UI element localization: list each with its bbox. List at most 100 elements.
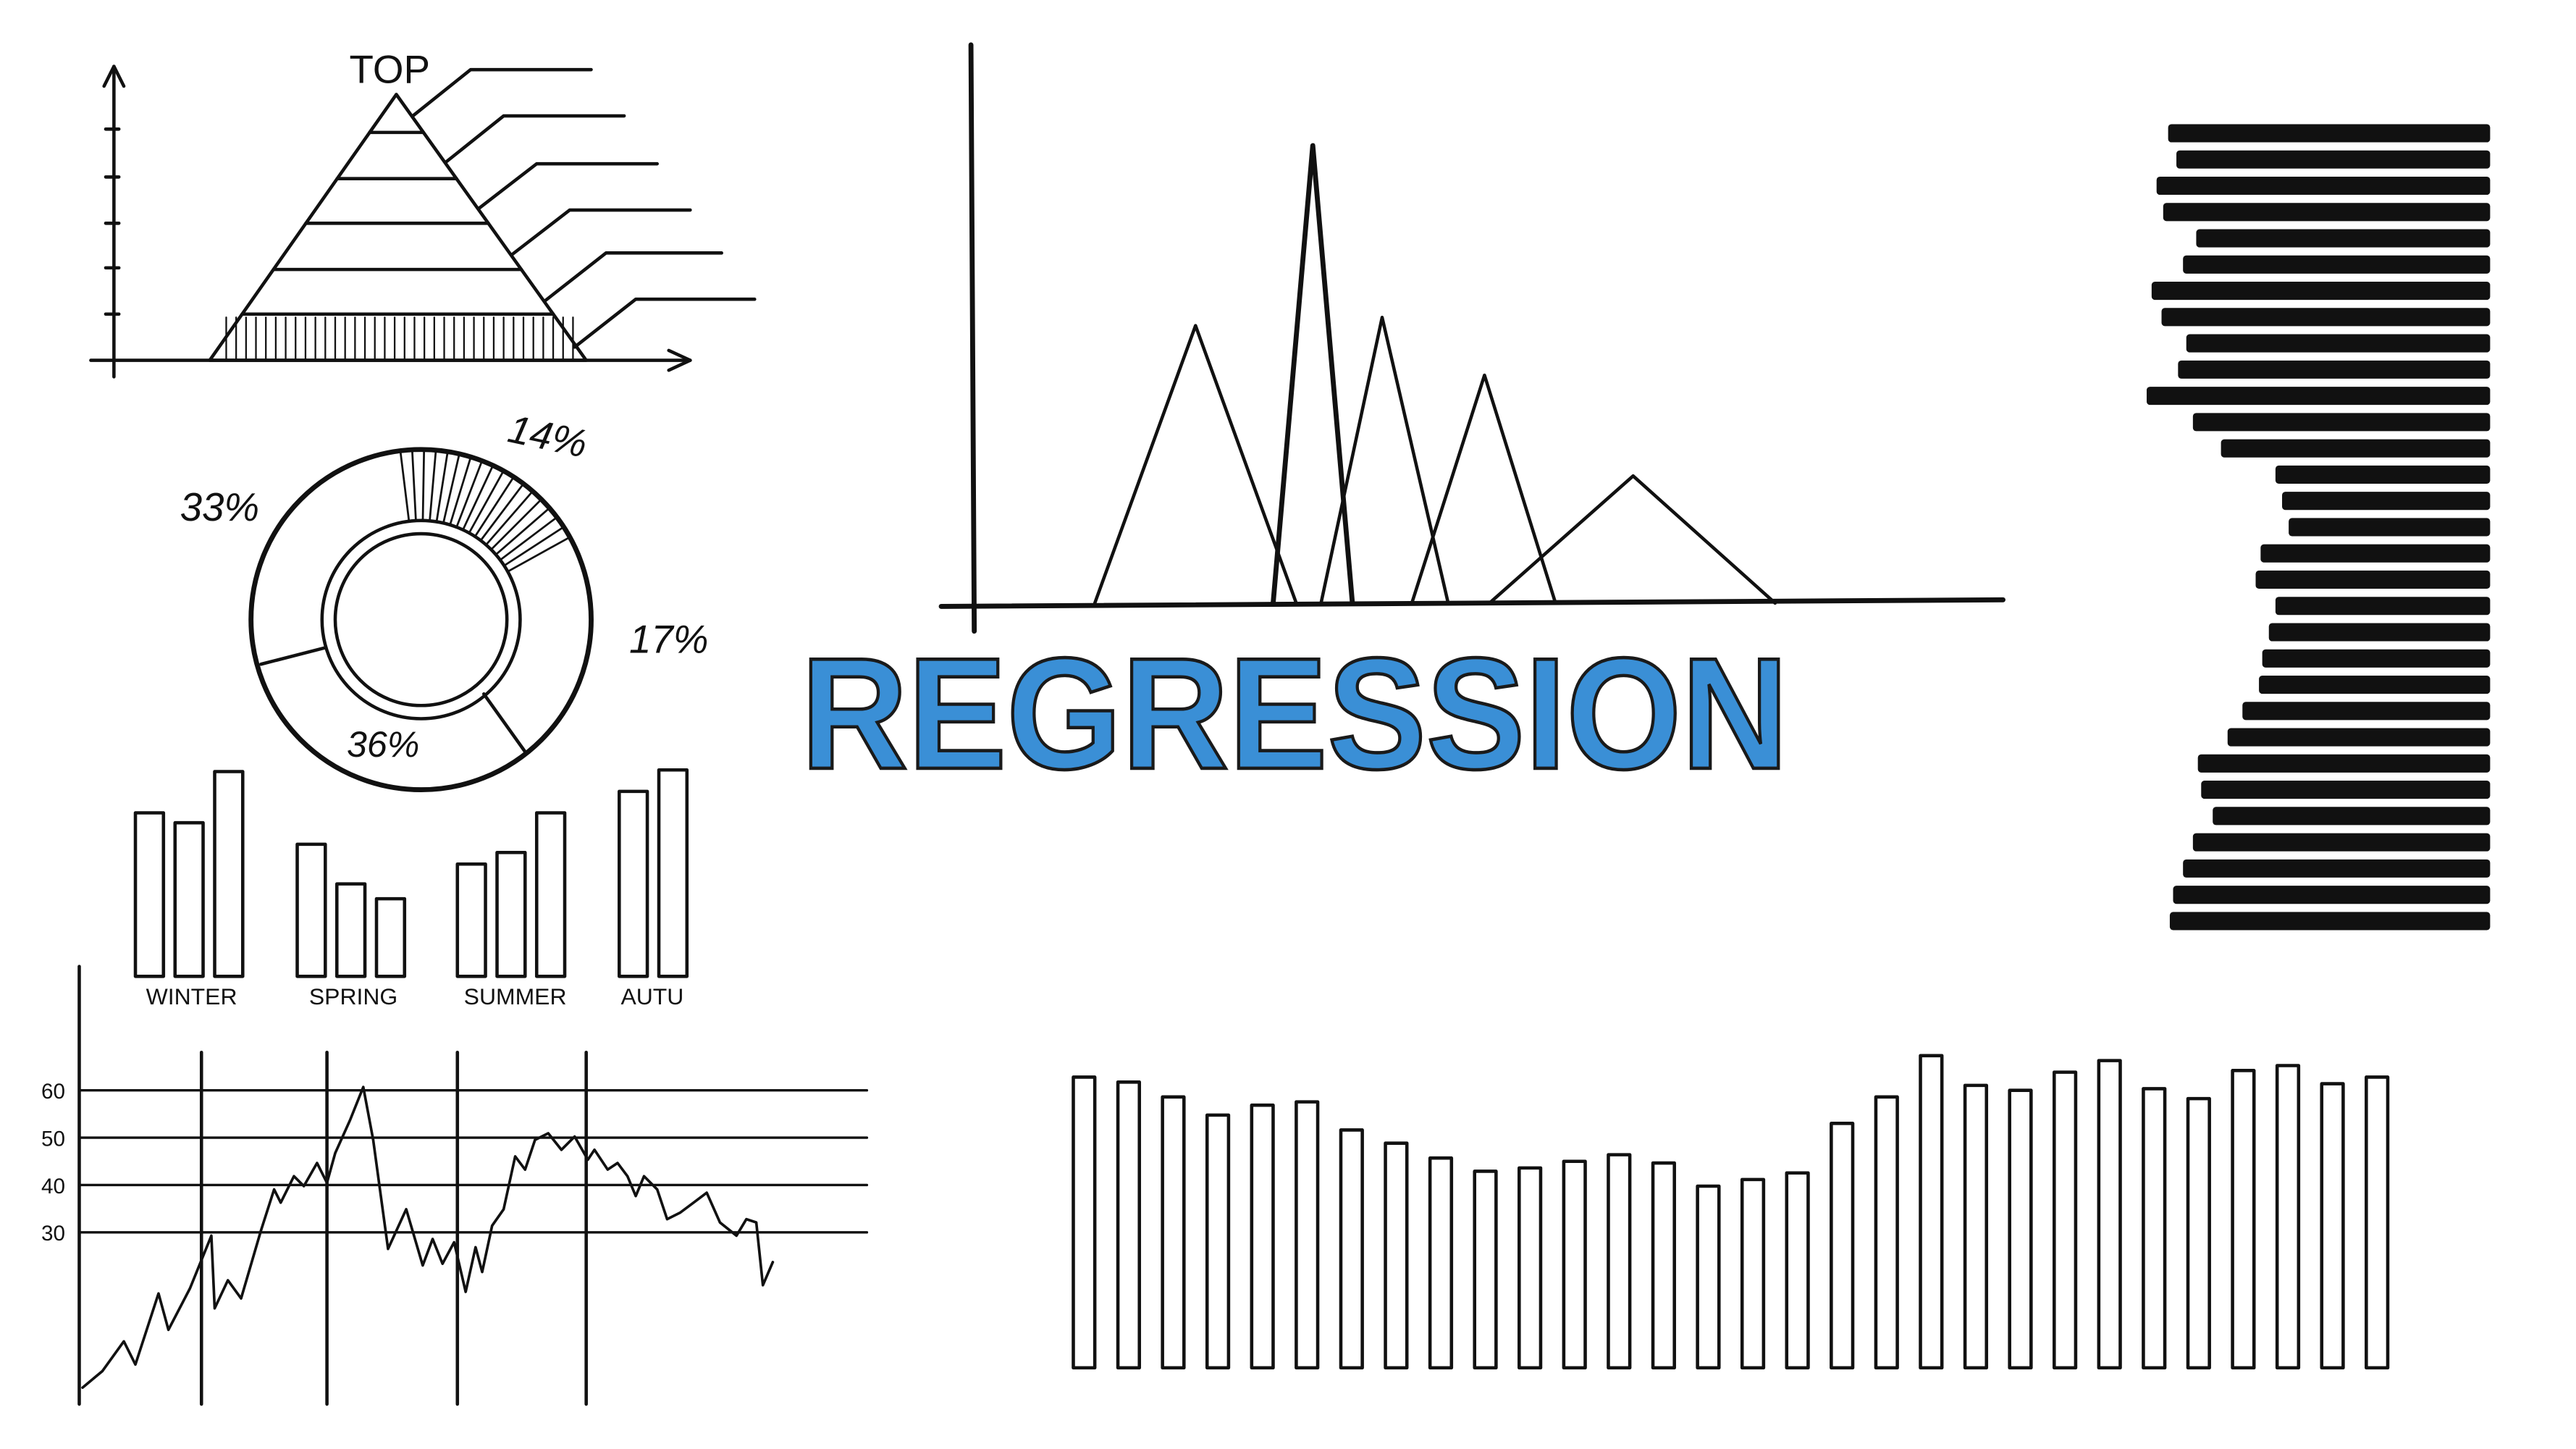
bar-shape [1874,1095,1899,1370]
black-bar [2259,675,2491,694]
hatch [473,476,515,538]
hatch [411,448,417,522]
leader-line [411,67,593,118]
bar-shape [1562,1159,1587,1370]
black-bar [2262,649,2491,668]
black-bar [2161,308,2491,327]
bar-shape [1161,1095,1186,1370]
hatch [399,450,411,523]
y-tick-label: 60 [41,1080,65,1104]
bar-shape [2275,1064,2301,1370]
hatch [468,469,505,534]
bar-shape [1473,1169,1498,1370]
bar-shape [2320,1082,2345,1370]
black-bar [2275,597,2491,616]
hatch [442,453,460,524]
hatch [479,482,525,542]
leader-line [444,114,626,164]
bar-shape [2231,1069,2256,1370]
leader-line [573,297,757,349]
horizontal-bars-sketch [2147,124,2491,931]
bar-shape [213,770,245,978]
bar-shape [1295,1100,1320,1370]
pyramid-sketch [89,64,757,379]
bar-shape [1785,1171,1810,1370]
black-bar [2268,623,2491,642]
bar-shape [2186,1096,2211,1370]
bar-shape [1116,1080,1142,1370]
triangle-chart-sketch [938,42,2005,634]
black-bar [2178,360,2491,379]
black-bar [2196,229,2491,248]
black-bar [2201,781,2491,799]
bar-shape [295,842,327,978]
hatch [489,498,543,551]
group-label: WINTER [146,983,237,1009]
donut-label: 14% [505,406,592,466]
black-bar [2227,728,2491,747]
bar-shape [455,862,487,978]
black-bar [2147,387,2491,406]
bar-shape [2142,1087,2167,1370]
black-bar [2282,492,2491,511]
donut-label: 17% [629,616,709,661]
group-label: SPRING [309,983,397,1009]
hatch [462,464,494,532]
black-bar [2275,465,2491,484]
y-tick-label: 40 [41,1175,65,1198]
black-bar [2169,912,2491,931]
group-label: SUMMER [464,983,567,1009]
bar-shape [657,768,689,978]
bar-shape [618,789,649,978]
y-tick-label: 50 [41,1127,65,1151]
group-label: AUTU [620,983,683,1009]
black-bar [2176,150,2491,169]
hatch [506,536,571,573]
grouped-bars-sketch [133,768,689,978]
bar-shape [1250,1103,1275,1370]
bar-shape [374,896,407,978]
bar-shape [334,882,367,978]
bar-shape [133,811,166,978]
title: REGRESSION [801,626,1788,802]
hatch [502,526,565,567]
hatch [449,455,472,526]
bar-shape [1428,1156,1454,1370]
bar-shape [534,811,567,978]
bar-shape [1518,1166,1543,1370]
bar-shape [2097,1059,2122,1370]
vertical-bars-sketch [1072,1054,2390,1370]
bar-shape [1830,1122,1855,1370]
line-chart-sketch [77,965,869,1406]
hatch [429,449,437,522]
black-bar [2260,544,2491,563]
bar-shape [1607,1153,1632,1370]
bar-shape [1072,1075,1097,1370]
bar-shape [1919,1054,1944,1370]
donut-sketch [248,447,594,793]
donut-label: 33% [180,484,260,529]
y-tick-label: 30 [41,1222,65,1246]
bar-shape [1339,1128,1364,1370]
black-bar [2183,255,2491,274]
bar-shape [1963,1083,1989,1370]
bar-shape [1384,1141,1409,1370]
black-bar [2255,570,2491,589]
leader-line [543,251,723,303]
black-bar [2213,807,2491,826]
bar-shape [2008,1088,2033,1370]
black-bar [2156,176,2491,196]
hatch [455,459,484,529]
black-bar [2173,886,2491,904]
black-bar [2163,203,2491,222]
bar-shape [173,820,205,978]
pyramid-label: TOP [350,46,430,91]
black-bar [2192,413,2491,432]
hatch [499,516,558,561]
black-bar [2186,334,2491,353]
bar-shape [1651,1161,1676,1370]
donut-label: 36% [347,724,419,765]
black-bar [2197,754,2491,773]
